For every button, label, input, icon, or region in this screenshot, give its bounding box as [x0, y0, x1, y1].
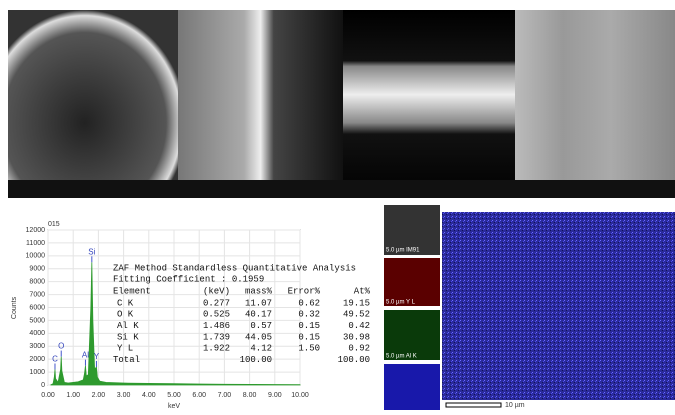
x-tick-label: 6.00: [192, 392, 206, 399]
x-tick-label: 10.00: [291, 392, 309, 399]
table-cell: 0.62: [298, 298, 320, 308]
table-cell: 44.05: [245, 332, 272, 342]
peak-label: Al: [82, 351, 89, 360]
table-header: (keV): [203, 286, 230, 296]
y-tick-label: 8000: [29, 279, 45, 286]
table-cell: 0.15: [298, 332, 320, 342]
table-cell: 0.32: [298, 310, 320, 320]
scale-label: 10 µm: [505, 402, 525, 409]
x-tick-label: 4.00: [142, 392, 156, 399]
sem-images: [8, 10, 675, 198]
table-fitting: Fitting Coefficient : 0.1959: [113, 274, 264, 284]
table-cell: C K: [117, 298, 134, 308]
y-axis-label: Counts: [11, 296, 18, 319]
table-cell: 1.739: [203, 332, 230, 342]
y-tick-label: 6000: [29, 304, 45, 311]
table-header: mass%: [245, 286, 273, 296]
y-tick-label: 10000: [26, 253, 46, 260]
table-header: At%: [354, 286, 371, 296]
y-tick-label: 5000: [29, 317, 45, 324]
table-cell: 4.12: [250, 344, 272, 354]
x-tick-label: 0.00: [41, 392, 55, 399]
y-tick-label: 4000: [29, 330, 45, 337]
table-cell: 19.15: [343, 298, 370, 308]
table-cell: 1.50: [298, 344, 320, 354]
table-cell: 100.00: [338, 355, 370, 365]
map-label: 5.0 µm IM91: [386, 248, 420, 254]
table-cell: O K: [117, 310, 134, 320]
x-tick-label: 5.00: [167, 392, 181, 399]
table-cell: Y L: [117, 344, 133, 354]
peak-label: O: [58, 342, 64, 351]
peak-label: C: [52, 355, 58, 364]
x-tick-label: 7.00: [218, 392, 232, 399]
map-label: 5.0 µm Al K: [386, 354, 417, 360]
x-tick-label: 8.00: [243, 392, 257, 399]
y-tick-label: 7000: [29, 291, 45, 298]
table-cell: 11.07: [245, 298, 272, 308]
y-tick-label: 12000: [26, 227, 46, 234]
table-cell: 100.00: [240, 355, 272, 365]
table-header: Element: [113, 286, 151, 296]
y-tick-label: 11000: [26, 240, 45, 247]
table-cell: Al K: [117, 321, 139, 331]
table-cell: 0.92: [348, 344, 370, 354]
table-cell: Total: [113, 355, 140, 365]
y-tick-label: 1000: [29, 369, 45, 376]
y-tick-label: 2000: [29, 356, 45, 363]
table-cell: 40.17: [245, 310, 272, 320]
peak-label: Si: [88, 247, 95, 256]
y-tick-label: 9000: [29, 266, 45, 273]
table-cell: 0.15: [298, 321, 320, 331]
y-tick-label: 0: [41, 382, 45, 389]
table-cell: 1.486: [203, 321, 230, 331]
x-tick-label: 2.00: [92, 392, 106, 399]
table-title: ZAF Method Standardless Quantitative Ana…: [113, 263, 356, 273]
y-tick-label: 3000: [29, 343, 45, 350]
peak-label: Y: [94, 352, 100, 361]
table-cell: 30.98: [343, 332, 370, 342]
table-cell: 0.525: [203, 310, 230, 320]
table-cell: 0.277: [203, 298, 230, 308]
x-tick-label: 3.00: [117, 392, 131, 399]
table-cell: 1.922: [203, 344, 230, 354]
x-tick-label: 9.00: [268, 392, 282, 399]
map-label: 5.0 µm Y L: [386, 300, 416, 306]
x-axis-label: keV: [168, 403, 180, 410]
chart-title: 015: [48, 221, 60, 228]
maps: 5.0 µm IM91 5.0 µm Y L 5.0 µm Al K 10 µm: [384, 205, 675, 410]
table-cell: 49.52: [343, 310, 370, 320]
table-cell: Si K: [117, 332, 139, 342]
table-cell: 0.42: [348, 321, 370, 331]
table-cell: 0.57: [250, 321, 272, 331]
figure: 5.0 µm IM91 5.0 µm Y L 5.0 µm Al K 10 µm…: [0, 0, 675, 410]
x-tick-label: 1.00: [66, 392, 80, 399]
table-header: Error%: [288, 286, 321, 296]
